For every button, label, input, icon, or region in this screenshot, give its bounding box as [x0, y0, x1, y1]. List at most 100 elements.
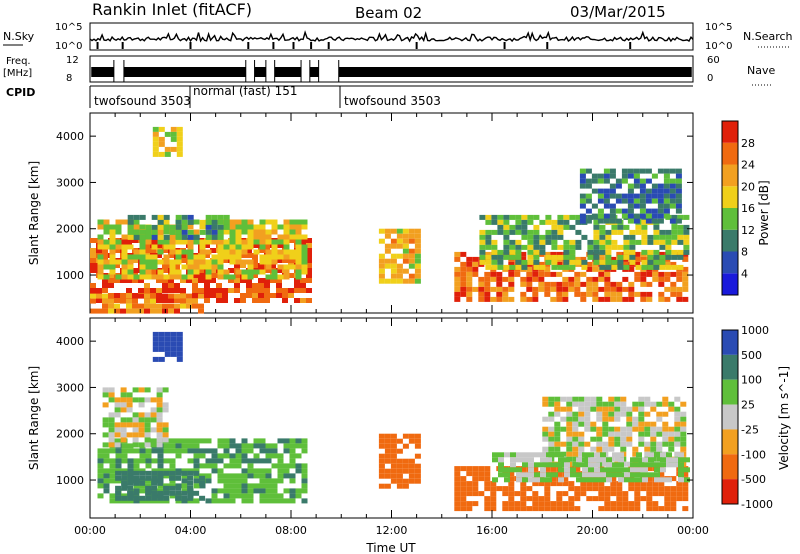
freq-block-3: [274, 67, 302, 77]
p0-cell-1318: [605, 234, 612, 240]
p1-cell-182: [211, 463, 218, 469]
p1-cell-581: [454, 471, 461, 477]
p0-cell-1299: [593, 229, 600, 235]
p1-cell-165: [199, 438, 206, 444]
p0-cell-946: [520, 296, 527, 302]
p0-cell-1409: [671, 249, 678, 255]
p1-cell-1127: [528, 467, 534, 473]
p0-cell-1383: [653, 239, 660, 245]
p1-cell-987: [620, 431, 627, 437]
p1-cell-881: [566, 411, 573, 417]
p1-cell-1217: [642, 467, 648, 473]
freq-block-2: [254, 67, 266, 77]
p1-cell-305: [283, 498, 290, 504]
p1-cell-518: [162, 422, 169, 428]
p1-cell-1019: [638, 431, 645, 437]
p1-cell-1142: [546, 462, 552, 468]
p1-cell-1178: [594, 467, 600, 473]
p1-cell-260: [259, 448, 266, 454]
p1-cell-810: [658, 506, 665, 512]
p0-cell-90: [144, 288, 150, 293]
p0-cell-255: [252, 288, 258, 293]
p1-cell-69: [139, 448, 146, 454]
p1-cell-979: [614, 441, 621, 447]
p1-cell-556: [396, 478, 403, 484]
p1-cell-396: [187, 495, 194, 501]
p0-cell-1313: [599, 259, 606, 265]
p1-cell-1013: [638, 401, 645, 407]
p0-cell-574: [211, 264, 218, 270]
p1-cell-149: [187, 458, 194, 464]
p1-cell-195: [217, 498, 224, 504]
p0-cell-655: [265, 259, 272, 265]
p1-cell-193: [217, 478, 224, 484]
p1-cell-445: [114, 397, 121, 403]
p0-cell-1252: [551, 254, 558, 260]
p1-cell-1105: [498, 472, 504, 478]
p1-cell-352: [133, 480, 140, 486]
p1-cell-90: [151, 458, 158, 464]
p1-cell-1235: [666, 457, 672, 463]
p0-cell-308: [288, 258, 294, 263]
freq-label-line1: Freq.: [6, 56, 31, 67]
p1-cell-1033: [650, 401, 657, 407]
p0-cell-1231: [533, 259, 540, 265]
p1-cell-279: [265, 498, 272, 504]
p1-cell-574: [414, 443, 421, 449]
p0-cell-1435: [579, 218, 586, 224]
p0-cell-1553: [669, 188, 676, 194]
p1-cell-848: [548, 411, 555, 417]
p0-cell-1410: [671, 254, 678, 260]
p0-cell-439: [121, 234, 128, 240]
p0-cell-614: [235, 269, 242, 275]
p1-cell-27: [115, 438, 122, 444]
p0-cell-1259: [557, 234, 564, 240]
p0-cell-495: [157, 239, 164, 245]
p0-cell-2: [90, 253, 96, 258]
p1-cell-1134: [540, 452, 546, 458]
p1-cell-377: [163, 490, 170, 496]
p1-cell-1047: [656, 426, 663, 432]
p0-cell-1157: [485, 244, 492, 250]
p0-cell-759: [205, 229, 212, 235]
p0-cell-1053: [610, 256, 617, 262]
p0-cell-493: [157, 229, 164, 235]
p1-cell-197: [223, 443, 230, 449]
p1-cell-297: [277, 498, 284, 504]
p1-cell-71: [139, 458, 146, 464]
p1-cell-1111: [510, 457, 516, 463]
p1-cell-1108: [504, 472, 510, 478]
p0-cell-1153: [485, 219, 492, 225]
p1-cell-717: [574, 491, 581, 497]
p1-cell-1215: [642, 457, 648, 463]
p0-cell-292: [276, 268, 282, 273]
p1-cell-747: [604, 496, 611, 502]
p1-cell-378: [163, 495, 170, 501]
p0-cell-1207: [521, 219, 528, 225]
p1-cell-433: [102, 432, 109, 438]
p1-cell-672: [532, 506, 539, 512]
p1-cell-780: [634, 491, 641, 497]
p0-cell-1300: [593, 234, 600, 240]
p1-cell-942: [596, 436, 603, 442]
p0-cell-244: [246, 283, 252, 288]
p1-cell-1239: [672, 462, 678, 468]
p1-cell-78: [145, 448, 152, 454]
p0-ytick-label-1: 2000: [56, 223, 84, 236]
p1-cell-447: [114, 407, 121, 413]
p0-cell-322: [294, 283, 300, 288]
p0-cell-1520: [645, 208, 652, 214]
p1-cell-884: [566, 426, 573, 432]
nave-tick-top: 60: [707, 55, 720, 66]
p0-cell-245: [246, 288, 252, 293]
p0-cell-625: [247, 224, 254, 230]
p1-cell-1240: [678, 452, 684, 458]
p0-cell-486: [151, 244, 158, 250]
p1-cell-382: [169, 490, 176, 496]
p1-cell-446: [114, 402, 121, 408]
p0-cell-1041: [598, 286, 605, 292]
p1-cell-1141: [546, 457, 552, 463]
p1-cell-178: [205, 498, 212, 504]
p0-cell-419: [103, 264, 110, 270]
p0-cell-736: [163, 234, 170, 240]
